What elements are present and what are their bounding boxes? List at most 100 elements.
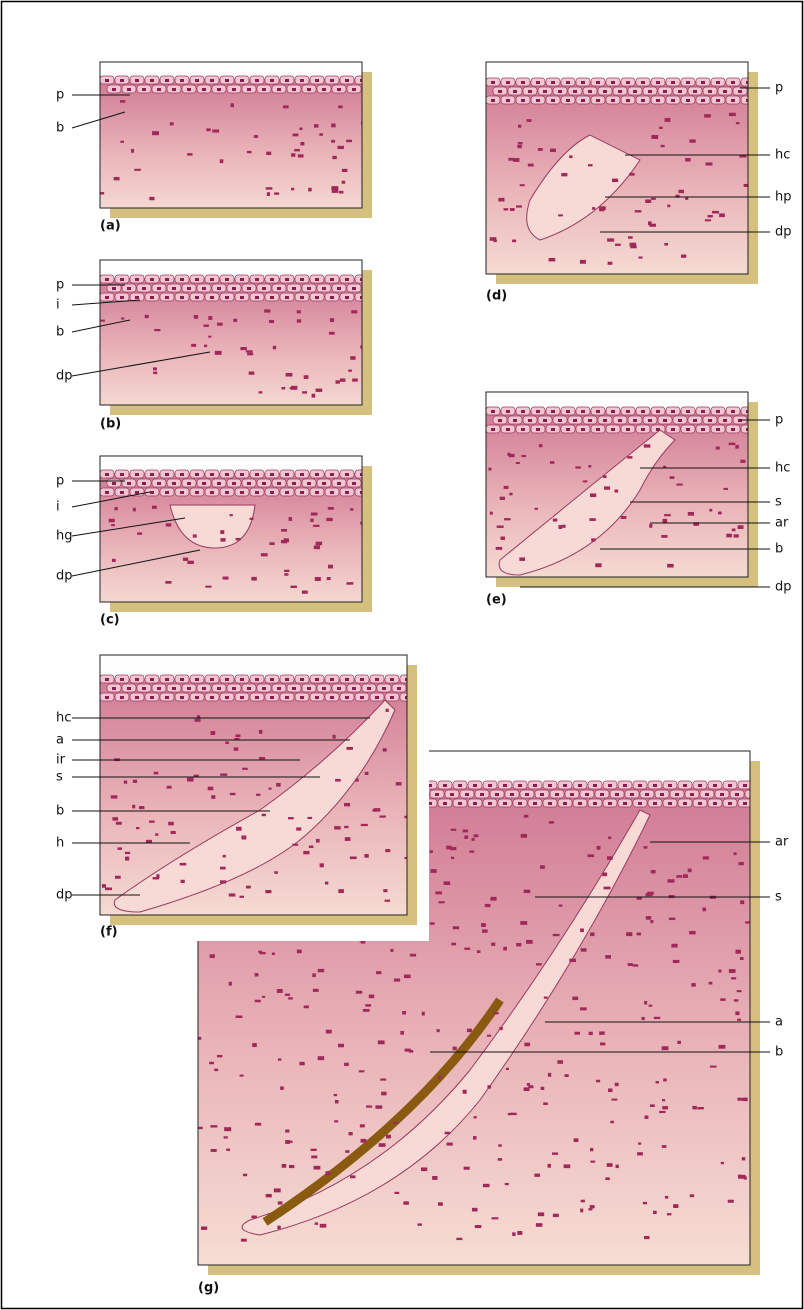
dermal-cell xyxy=(663,465,667,468)
dermal-cell xyxy=(605,955,611,959)
dermal-cell xyxy=(558,525,563,529)
dermal-cell xyxy=(588,1031,593,1036)
dermal-cell xyxy=(220,530,225,534)
panel: (b) pib dp xyxy=(56,259,372,432)
leader-line xyxy=(71,111,126,129)
dermal-cell xyxy=(705,162,713,166)
dermal-cell xyxy=(662,1106,669,1110)
panel-caption: (b) xyxy=(100,417,121,432)
dermal-cell xyxy=(469,850,475,853)
dermal-cell xyxy=(217,322,223,326)
dermal-cell xyxy=(709,508,713,512)
nucleus xyxy=(626,81,630,84)
dermal-cell xyxy=(443,881,451,886)
nucleus xyxy=(588,419,592,422)
nucleus xyxy=(172,287,176,290)
dermal-cell xyxy=(228,893,236,897)
nucleus xyxy=(210,296,214,299)
nucleus xyxy=(270,678,274,681)
dermal-cell xyxy=(277,1225,281,1230)
dermal-cell xyxy=(552,933,560,937)
label: hp xyxy=(775,190,792,205)
dermal-cell xyxy=(315,388,323,392)
dermal-cell xyxy=(194,718,201,722)
dermal-cell xyxy=(108,518,115,523)
label: a xyxy=(56,733,64,748)
panel-caption: (a) xyxy=(100,219,121,234)
nucleus xyxy=(195,79,199,82)
dermal-cell xyxy=(642,1201,648,1205)
dermal-cell xyxy=(182,557,189,561)
dermal-cell xyxy=(264,309,271,313)
dermal-cell xyxy=(495,546,503,550)
nucleus xyxy=(686,428,690,431)
dermal-cell xyxy=(599,1031,605,1035)
dermal-cell xyxy=(672,959,680,963)
dermal-cell xyxy=(692,1105,697,1110)
dermal-cell xyxy=(360,940,366,944)
nucleus xyxy=(232,687,236,690)
dermal-cell xyxy=(394,1191,400,1194)
nucleus xyxy=(491,81,495,84)
dermal-cell xyxy=(517,144,522,149)
dermal-cell xyxy=(467,1028,472,1033)
dermal-cell xyxy=(629,172,635,176)
dermal-cell xyxy=(364,854,369,858)
nucleus xyxy=(551,410,555,413)
dermal-cell xyxy=(288,997,293,1000)
nucleus xyxy=(693,90,697,93)
dermal-cell xyxy=(296,827,302,831)
follicle xyxy=(169,504,256,549)
nucleus xyxy=(465,793,469,796)
nucleus xyxy=(225,296,229,299)
dermal-cell xyxy=(372,808,377,812)
dermal-cell xyxy=(165,581,172,584)
dermal-cell xyxy=(272,345,277,350)
dermal-cell xyxy=(132,779,138,783)
nucleus xyxy=(202,88,206,91)
dermal-cell xyxy=(266,192,270,197)
panel-border xyxy=(99,455,363,603)
nucleus xyxy=(698,802,702,805)
dermal-cell xyxy=(285,1129,290,1133)
nucleus xyxy=(626,428,630,431)
nucleus xyxy=(142,287,146,290)
dermal-cell xyxy=(588,465,592,468)
nucleus xyxy=(345,491,349,494)
nucleus xyxy=(300,79,304,82)
dermal-cell xyxy=(450,846,457,851)
dermal-cell xyxy=(385,849,391,853)
nucleus xyxy=(315,678,319,681)
nucleus xyxy=(656,428,660,431)
label: p xyxy=(56,474,64,489)
dermal-cell xyxy=(589,518,596,521)
nucleus xyxy=(491,428,495,431)
nucleus xyxy=(352,482,356,485)
dermal-cell xyxy=(504,518,511,521)
dermal-cell xyxy=(220,773,228,776)
nucleus xyxy=(270,473,274,476)
dermal-cell xyxy=(508,453,515,458)
dermal-cell xyxy=(276,988,283,993)
nucleus xyxy=(506,428,510,431)
dermal-cell xyxy=(473,1136,477,1140)
dermal-cell xyxy=(375,1105,383,1109)
nucleus xyxy=(506,99,510,102)
dermal-cell xyxy=(339,378,346,382)
nucleus xyxy=(135,491,139,494)
panel: (e) p hc s ar b dp xyxy=(485,391,792,608)
nucleus xyxy=(573,419,577,422)
dermal-cell xyxy=(579,1007,587,1011)
dermal-cell xyxy=(662,1099,666,1102)
nucleus xyxy=(270,491,274,494)
dermal-cell xyxy=(326,577,331,581)
nucleus xyxy=(240,473,244,476)
dermal-cell xyxy=(265,1193,272,1198)
nucleus xyxy=(728,802,732,805)
panel-border xyxy=(485,391,749,578)
nucleus xyxy=(641,81,645,84)
nucleus xyxy=(626,410,630,413)
nucleus xyxy=(533,802,537,805)
dermal-cell xyxy=(708,981,713,985)
dermal-cell xyxy=(235,1015,243,1018)
